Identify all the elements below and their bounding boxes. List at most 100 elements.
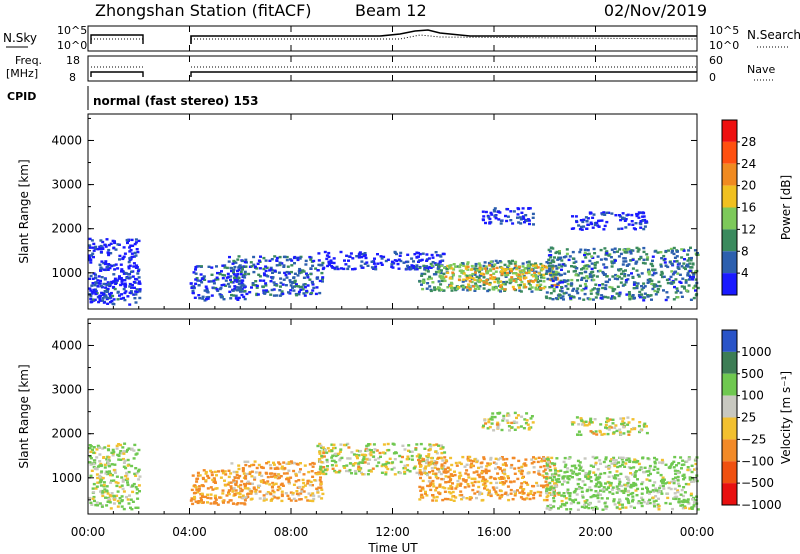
power-cell bbox=[412, 264, 415, 268]
velocity-cell bbox=[343, 466, 347, 469]
velocity-cell bbox=[569, 508, 573, 511]
power-cell bbox=[113, 240, 116, 243]
velocity-cell bbox=[115, 475, 119, 478]
velocity-cell bbox=[603, 502, 607, 505]
power-cell bbox=[430, 253, 434, 257]
velocity-cell bbox=[493, 477, 497, 481]
velocity-cell bbox=[459, 474, 463, 477]
power-cell bbox=[92, 255, 95, 259]
power-cell bbox=[320, 263, 324, 267]
velocity-cell bbox=[262, 494, 266, 497]
power-cell bbox=[317, 263, 321, 267]
velocity-cell bbox=[694, 462, 698, 466]
velocity-cell bbox=[648, 467, 652, 470]
velocity-cell bbox=[347, 446, 351, 449]
velocity-cell bbox=[269, 499, 273, 502]
velocity-cell bbox=[679, 504, 683, 507]
velocity-cell bbox=[599, 472, 603, 476]
power-cell bbox=[229, 297, 233, 300]
velocity-cell bbox=[240, 488, 244, 492]
power-cell bbox=[541, 267, 545, 271]
velocity-cell bbox=[406, 464, 410, 467]
velocity-cell bbox=[472, 459, 475, 463]
velocity-cell bbox=[634, 489, 638, 492]
power-cell bbox=[560, 286, 563, 289]
velocity-cell bbox=[448, 468, 452, 471]
power-cell bbox=[240, 283, 244, 287]
velocity-cell bbox=[563, 465, 567, 469]
power-cell bbox=[676, 272, 680, 275]
power-cell bbox=[88, 254, 92, 257]
velocity-cell bbox=[616, 465, 620, 469]
power-cell bbox=[102, 268, 106, 271]
noise-panel: N.Sky 10^5 10^0 10^5 10^0 N.Search bbox=[3, 24, 800, 52]
velocity-cell bbox=[475, 496, 478, 500]
colorbar-segment bbox=[722, 483, 737, 505]
power-cell bbox=[238, 265, 242, 268]
velocity-cell bbox=[530, 458, 534, 461]
power-cell bbox=[374, 265, 378, 268]
velocity-cell bbox=[690, 470, 694, 474]
power-cell bbox=[527, 219, 531, 222]
velocity-cell bbox=[200, 492, 204, 495]
velocity-cell bbox=[444, 481, 448, 484]
power-cell bbox=[534, 275, 538, 279]
power-cell bbox=[584, 285, 588, 288]
velocity-cell bbox=[118, 502, 122, 505]
velocity-cell bbox=[204, 470, 208, 474]
power-cell bbox=[127, 265, 131, 268]
power-cell bbox=[552, 289, 556, 293]
velocity-cell bbox=[95, 456, 99, 459]
power-cell bbox=[89, 274, 93, 278]
velocity-cell bbox=[269, 467, 273, 470]
power-cell bbox=[426, 266, 430, 269]
velocity-cell bbox=[526, 472, 530, 475]
power-cell bbox=[299, 288, 303, 291]
velocity-cell bbox=[507, 476, 510, 480]
velocity-cell bbox=[206, 496, 210, 500]
velocity-cell bbox=[427, 453, 431, 456]
velocity-cell bbox=[123, 459, 127, 462]
velocity-cell bbox=[206, 501, 209, 504]
velocity-cell bbox=[657, 504, 661, 508]
velocity-cell bbox=[470, 477, 474, 480]
velocity-cell bbox=[304, 496, 308, 499]
power-cell bbox=[527, 207, 531, 210]
power-cell bbox=[454, 288, 458, 292]
velocity-cell bbox=[253, 460, 257, 463]
velocity-cell bbox=[317, 471, 321, 474]
velocity-cell bbox=[518, 491, 522, 494]
velocity-cell bbox=[613, 503, 617, 506]
power-cell bbox=[554, 264, 558, 268]
velocity-cell bbox=[333, 469, 337, 473]
velocity-cell bbox=[120, 499, 124, 503]
power-cell bbox=[445, 268, 449, 271]
power-cell bbox=[431, 256, 435, 259]
velocity-cell bbox=[503, 468, 507, 471]
power-cell bbox=[509, 210, 513, 213]
velocity-cell bbox=[617, 461, 621, 464]
power-cell bbox=[605, 275, 609, 278]
power-cell bbox=[308, 278, 312, 281]
power-cell bbox=[570, 283, 574, 286]
power-cell bbox=[425, 253, 429, 256]
power-cell bbox=[512, 279, 516, 282]
power-cell bbox=[596, 293, 600, 296]
power-cell bbox=[97, 300, 101, 304]
power-cell bbox=[461, 270, 465, 273]
power-cell bbox=[469, 276, 472, 279]
power-cell bbox=[298, 271, 301, 275]
power-cell bbox=[582, 218, 586, 221]
power-cell bbox=[478, 285, 482, 288]
velocity-cell bbox=[585, 499, 589, 502]
power-cell bbox=[611, 289, 615, 293]
power-cell bbox=[617, 255, 621, 258]
power-cell bbox=[583, 292, 587, 296]
velocity-cell bbox=[575, 473, 579, 477]
velocity-cell bbox=[631, 495, 635, 498]
velocity-cell bbox=[688, 507, 692, 510]
power-cell bbox=[295, 256, 299, 260]
power-cell bbox=[592, 278, 596, 282]
power-cell bbox=[637, 294, 641, 297]
